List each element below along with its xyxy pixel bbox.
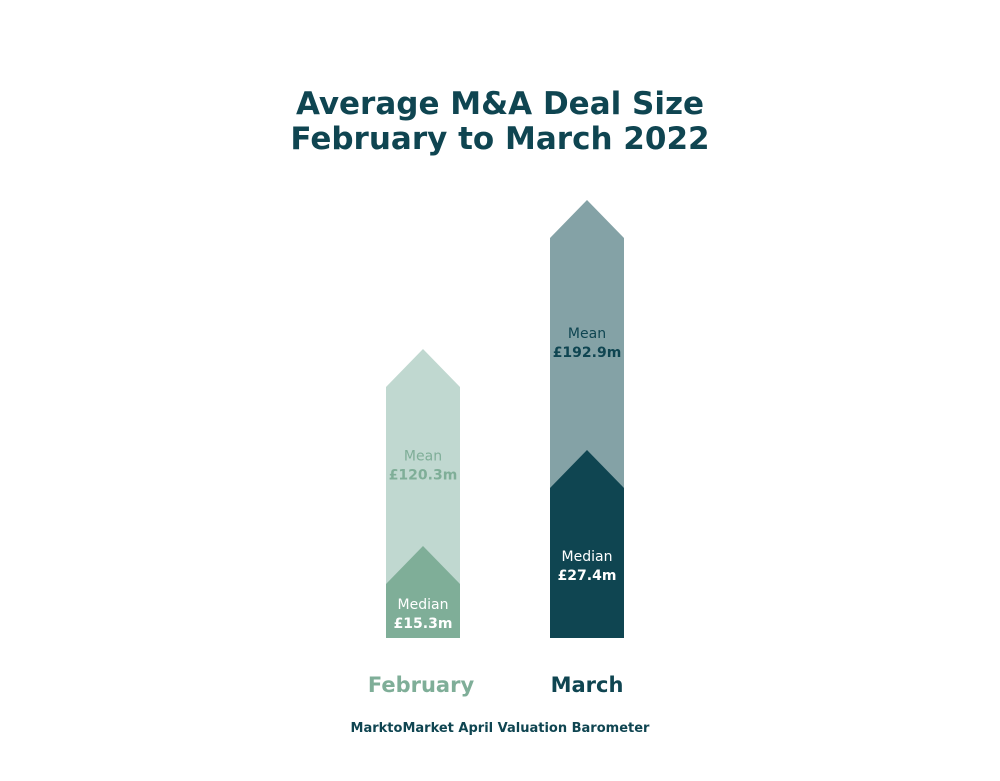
march-median-label: Median (562, 549, 613, 565)
february-group: Mean £120.3m Median £15.3m February (368, 349, 475, 697)
march-median-value: £27.4m (558, 568, 617, 584)
chart-title-line-2: February to March 2022 (290, 121, 710, 157)
source-note: MarktoMarket April Valuation Barometer (350, 721, 650, 736)
february-median-value: £15.3m (394, 616, 453, 632)
february-median-arrow (386, 546, 460, 638)
march-mean-label: Mean (568, 326, 606, 342)
february-mean-value: £120.3m (389, 468, 458, 484)
february-mean-label: Mean (404, 449, 442, 465)
march-category-label: March (551, 673, 624, 697)
february-category-label: February (368, 673, 475, 697)
march-mean-value: £192.9m (553, 345, 622, 361)
chart-title-line-1: Average M&A Deal Size (295, 86, 705, 122)
february-median-label: Median (398, 597, 449, 613)
march-median-arrow (550, 450, 624, 638)
march-group: Mean £192.9m Median £27.4m March (550, 200, 624, 697)
